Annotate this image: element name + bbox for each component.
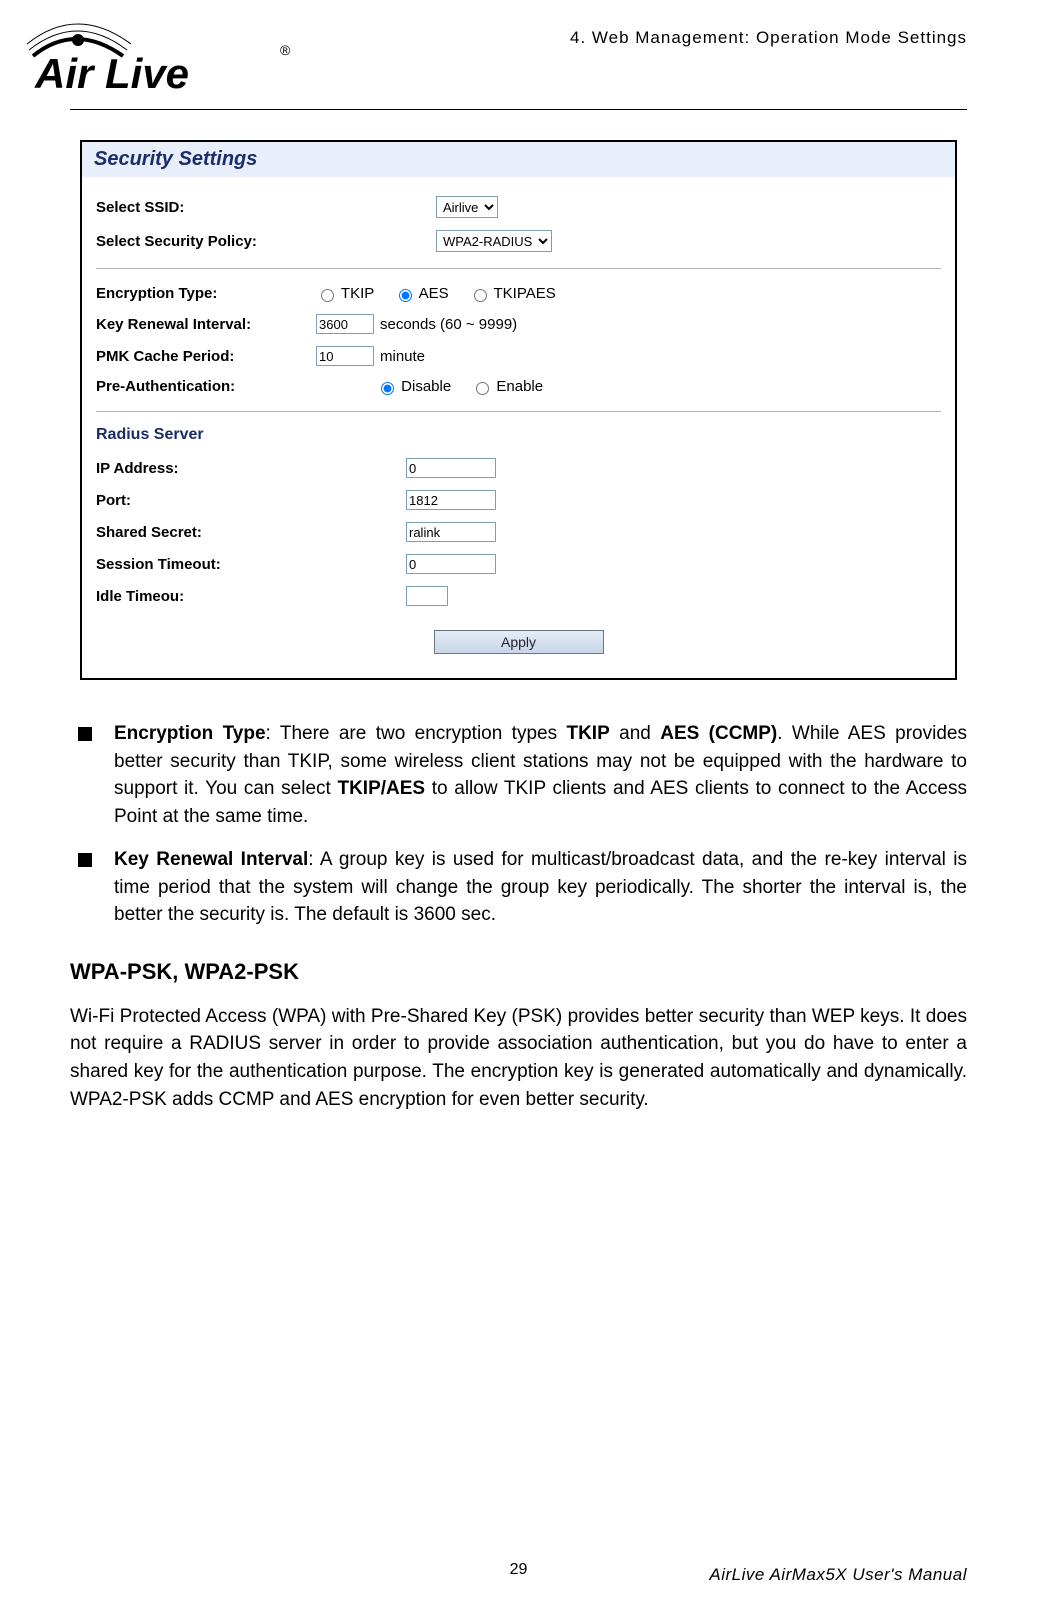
radius-idle-label: Idle Timeou: <box>96 588 406 605</box>
bullet-encryption-type: Encryption Type: There are two encryptio… <box>70 720 967 830</box>
b1-t1: : There are two encryption types <box>266 723 567 744</box>
radius-session-input[interactable] <box>406 554 496 574</box>
radius-port-input[interactable] <box>406 490 496 510</box>
security-policy-label: Select Security Policy: <box>96 233 406 250</box>
page: Air Live ® 4. Web Management: Operation … <box>0 0 1037 1619</box>
b2-s1: Key Renewal Interval <box>114 849 308 870</box>
enc-tkip-radio[interactable] <box>321 289 334 302</box>
preauth-enable-option[interactable]: Enable <box>471 378 543 395</box>
key-renewal-input[interactable] <box>316 314 374 334</box>
preauth-disable-radio[interactable] <box>381 382 394 395</box>
bullet-square-icon <box>78 853 92 867</box>
security-policy-dropdown[interactable]: WPA2-RADIUS <box>436 230 552 252</box>
bullet-key-renewal: Key Renewal Interval: A group key is use… <box>70 846 967 929</box>
security-settings-screenshot: Security Settings Select SSID: Airlive S… <box>80 140 957 680</box>
pmk-input[interactable] <box>316 346 374 366</box>
preauth-row: Pre-Authentication: Disable Enable <box>96 372 941 401</box>
preauth-disable-option[interactable]: Disable <box>376 378 451 395</box>
radius-session-row: Session Timeout: <box>96 548 941 580</box>
page-header: Air Live ® 4. Web Management: Operation … <box>70 20 967 110</box>
enc-tkip-text: TKIP <box>341 285 374 302</box>
radius-secret-row: Shared Secret: <box>96 516 941 548</box>
radius-ip-input[interactable] <box>406 458 496 478</box>
apply-button[interactable]: Apply <box>434 630 604 654</box>
breadcrumb: 4. Web Management: Operation Mode Settin… <box>570 28 967 48</box>
enc-aes-radio[interactable] <box>399 289 412 302</box>
encryption-type-row: Encryption Type: TKIP AES TKIPAES <box>96 279 941 308</box>
section-paragraph: Wi-Fi Protected Access (WPA) with Pre-Sh… <box>70 1003 967 1113</box>
radius-port-row: Port: <box>96 484 941 516</box>
bullet-square-icon <box>78 727 92 741</box>
manual-title: AirLive AirMax5X User's Manual <box>709 1565 967 1585</box>
encryption-type-label: Encryption Type: <box>96 285 316 302</box>
enc-tkipaes-text: TKIPAES <box>494 285 556 302</box>
select-ssid-label: Select SSID: <box>96 199 406 216</box>
radius-session-label: Session Timeout: <box>96 556 406 573</box>
svg-text:Air: Air <box>34 50 96 97</box>
b1-s3: AES (CCMP) <box>660 723 777 744</box>
radius-ip-label: IP Address: <box>96 460 406 477</box>
enc-aes-text: AES <box>419 285 449 302</box>
radius-ip-row: IP Address: <box>96 452 941 484</box>
key-renewal-suffix: seconds (60 ~ 9999) <box>380 316 517 333</box>
pmk-label: PMK Cache Period: <box>96 348 316 365</box>
encryption-type-options: TKIP AES TKIPAES <box>316 285 570 302</box>
apply-row: Apply <box>96 612 941 654</box>
svg-text:Live: Live <box>105 50 189 97</box>
radius-secret-label: Shared Secret: <box>96 524 406 541</box>
security-policy-row: Select Security Policy: WPA2-RADIUS <box>96 224 941 258</box>
enc-tkipaes-radio[interactable] <box>474 289 487 302</box>
preauth-disable-text: Disable <box>401 378 451 395</box>
b1-s1: Encryption Type <box>114 723 266 744</box>
key-renewal-label: Key Renewal Interval: <box>96 316 316 333</box>
radius-idle-input[interactable] <box>406 586 448 606</box>
airlive-logo: Air Live <box>15 10 275 100</box>
section-heading: WPA-PSK, WPA2-PSK <box>70 959 967 985</box>
radius-port-label: Port: <box>96 492 406 509</box>
separator-2 <box>96 411 941 412</box>
pmk-suffix: minute <box>380 348 425 365</box>
panel-title: Security Settings <box>82 142 955 178</box>
b1-s2: TKIP <box>566 723 609 744</box>
separator <box>96 268 941 269</box>
bullet-text-2: Key Renewal Interval: A group key is use… <box>114 846 967 929</box>
radius-heading: Radius Server <box>96 422 941 452</box>
pmk-row: PMK Cache Period: minute <box>96 340 941 372</box>
radius-idle-row: Idle Timeou: <box>96 580 941 612</box>
enc-aes-option[interactable]: AES <box>394 285 448 302</box>
enc-tkipaes-option[interactable]: TKIPAES <box>469 285 556 302</box>
radius-secret-input[interactable] <box>406 522 496 542</box>
select-ssid-dropdown[interactable]: Airlive <box>436 196 498 218</box>
preauth-label: Pre-Authentication: <box>96 378 316 395</box>
enc-tkip-option[interactable]: TKIP <box>316 285 374 302</box>
bullet-text-1: Encryption Type: There are two encryptio… <box>114 720 967 830</box>
bullet-list: Encryption Type: There are two encryptio… <box>70 720 967 929</box>
key-renewal-row: Key Renewal Interval: seconds (60 ~ 9999… <box>96 308 941 340</box>
select-ssid-row: Select SSID: Airlive <box>96 190 941 224</box>
page-footer: 29 AirLive AirMax5X User's Manual <box>70 1561 967 1579</box>
b1-s4: TKIP/AES <box>337 778 425 799</box>
b1-t2: and <box>610 723 660 744</box>
preauth-enable-radio[interactable] <box>476 382 489 395</box>
registered-mark: ® <box>280 42 290 58</box>
preauth-enable-text: Enable <box>496 378 543 395</box>
